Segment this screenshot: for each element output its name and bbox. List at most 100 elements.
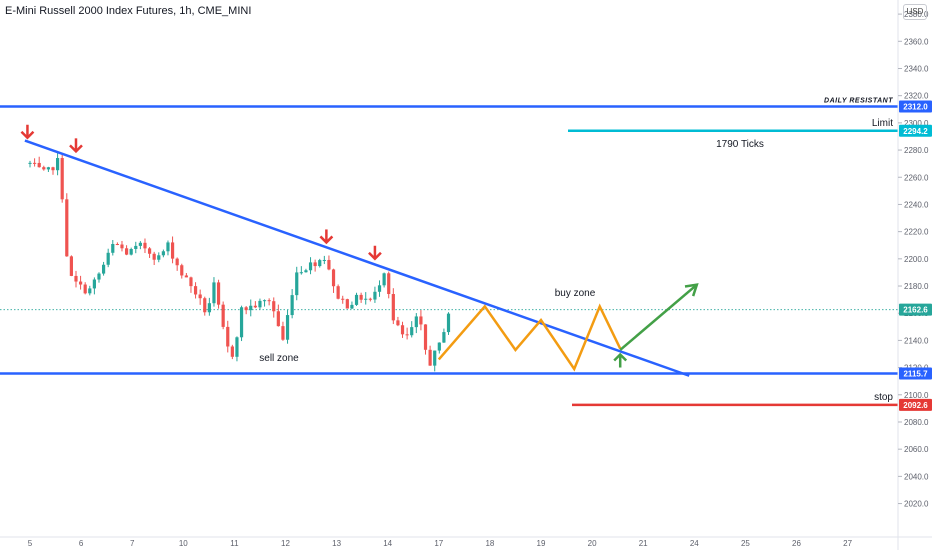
candle-up bbox=[134, 245, 138, 250]
limit-price-tag-bg bbox=[899, 124, 932, 137]
candle-up bbox=[433, 350, 437, 366]
sell-arrow-head bbox=[319, 235, 334, 245]
candle-up bbox=[157, 255, 161, 260]
stop-price-tag-bg bbox=[899, 398, 932, 411]
candle-up bbox=[285, 315, 290, 340]
time-axis: 5 6 7 10 11 12 13 14 17 18 19 20 21 24 25 26 27 bbox=[0, 536, 932, 548]
stop-label: stop bbox=[874, 392, 893, 403]
candle-up bbox=[28, 162, 32, 164]
candle-up bbox=[290, 295, 294, 316]
chart-title: E-Mini Russell 2000 Index Futures, 1h, C… bbox=[5, 5, 252, 17]
y-tick-label: 2040.0 bbox=[904, 472, 929, 481]
support-price-tag: 2115.7 bbox=[903, 369, 928, 378]
candle-up bbox=[382, 273, 386, 286]
candle-down bbox=[60, 158, 64, 200]
candle-up bbox=[373, 291, 377, 300]
up-arrow-head bbox=[613, 352, 628, 362]
candle-down bbox=[221, 304, 225, 327]
candle-up bbox=[138, 242, 142, 246]
x-tick-label: 26 bbox=[792, 539, 801, 548]
candle-down bbox=[341, 298, 345, 300]
candle-up bbox=[239, 307, 244, 338]
y-tick-label: 2060.0 bbox=[904, 445, 929, 454]
candle-down bbox=[198, 294, 202, 299]
candle-up bbox=[437, 342, 441, 351]
projected-path bbox=[437, 303, 622, 372]
y-tick-label: 2100.0 bbox=[904, 391, 929, 400]
candle-down bbox=[170, 242, 175, 259]
drawings: sell zone buy zone bbox=[20, 124, 699, 377]
candle-up bbox=[442, 332, 446, 343]
candle-up bbox=[92, 279, 96, 289]
candlesticks bbox=[28, 152, 451, 372]
candle-up bbox=[235, 337, 239, 357]
candle-down bbox=[230, 346, 234, 357]
candle-up bbox=[101, 264, 106, 274]
candle-up bbox=[322, 259, 326, 261]
candle-down bbox=[147, 248, 152, 254]
candle-up bbox=[414, 316, 418, 328]
currency-button[interactable]: USD bbox=[903, 4, 927, 20]
candle-down bbox=[32, 162, 37, 164]
candle-down bbox=[359, 294, 363, 300]
candle-down bbox=[69, 256, 73, 276]
y-tick-label: 2340.0 bbox=[904, 64, 929, 73]
candle-down bbox=[152, 253, 156, 260]
candle-up bbox=[161, 251, 165, 256]
candle-down bbox=[396, 320, 400, 326]
x-tick-label: 21 bbox=[639, 539, 648, 548]
candle-up bbox=[410, 327, 414, 336]
x-tick-label: 13 bbox=[332, 539, 341, 548]
candle-up bbox=[262, 300, 267, 302]
sell-arrow-head bbox=[368, 251, 382, 261]
candle-down bbox=[400, 325, 405, 335]
x-tick-label: 18 bbox=[485, 539, 494, 548]
candle-up bbox=[55, 158, 60, 171]
y-tick-label: 2360.0 bbox=[904, 37, 929, 46]
y-tick-label: 2300.0 bbox=[904, 119, 929, 128]
candle-down bbox=[189, 277, 193, 287]
resistant-price-tag: 2312.0 bbox=[903, 103, 928, 112]
candle-up bbox=[354, 294, 359, 305]
sell-arrow-head bbox=[69, 144, 83, 154]
candle-down bbox=[78, 281, 83, 285]
horizontal-levels: DAILY RESISTANT Limit 1790 Ticks stop bbox=[0, 98, 898, 407]
x-tick-label: 11 bbox=[230, 539, 239, 548]
y-tick-label: 2180.0 bbox=[904, 282, 929, 291]
candle-down bbox=[143, 242, 147, 249]
candle-down bbox=[175, 258, 179, 266]
buy-arrow-shaft bbox=[619, 283, 698, 351]
candle-up bbox=[166, 242, 170, 252]
y-tick-label: 2320.0 bbox=[904, 92, 929, 101]
y-tick-label: 2080.0 bbox=[904, 418, 929, 427]
candle-up bbox=[350, 304, 354, 309]
candle-up bbox=[304, 270, 308, 273]
candle-down bbox=[313, 262, 317, 267]
candle-up bbox=[106, 252, 110, 265]
current-price-tag-bg bbox=[899, 303, 932, 316]
x-tick-label: 17 bbox=[434, 539, 443, 548]
candle-down bbox=[423, 324, 428, 350]
candle-down bbox=[51, 167, 55, 171]
candle-down bbox=[37, 162, 41, 168]
candle-down bbox=[180, 265, 184, 276]
candle-down bbox=[281, 326, 285, 340]
candle-down bbox=[405, 334, 409, 336]
candle-down bbox=[203, 298, 207, 313]
y-tick-label: 2200.0 bbox=[904, 255, 929, 264]
candle-up bbox=[446, 313, 451, 333]
candle-down bbox=[253, 305, 257, 308]
candle-down bbox=[336, 286, 340, 299]
candle-up bbox=[377, 285, 382, 292]
ticks-distance-label: 1790 Ticks bbox=[716, 139, 764, 150]
candle-down bbox=[387, 273, 391, 295]
sell-arrow-head bbox=[20, 130, 35, 140]
x-tick-label: 14 bbox=[383, 539, 392, 548]
buy-zone-label: buy zone bbox=[555, 288, 596, 299]
sell-zone-label: sell zone bbox=[259, 353, 299, 364]
y-tick-label: 2380.0 bbox=[904, 10, 929, 19]
candle-up bbox=[207, 303, 211, 313]
candle-up bbox=[318, 260, 322, 267]
